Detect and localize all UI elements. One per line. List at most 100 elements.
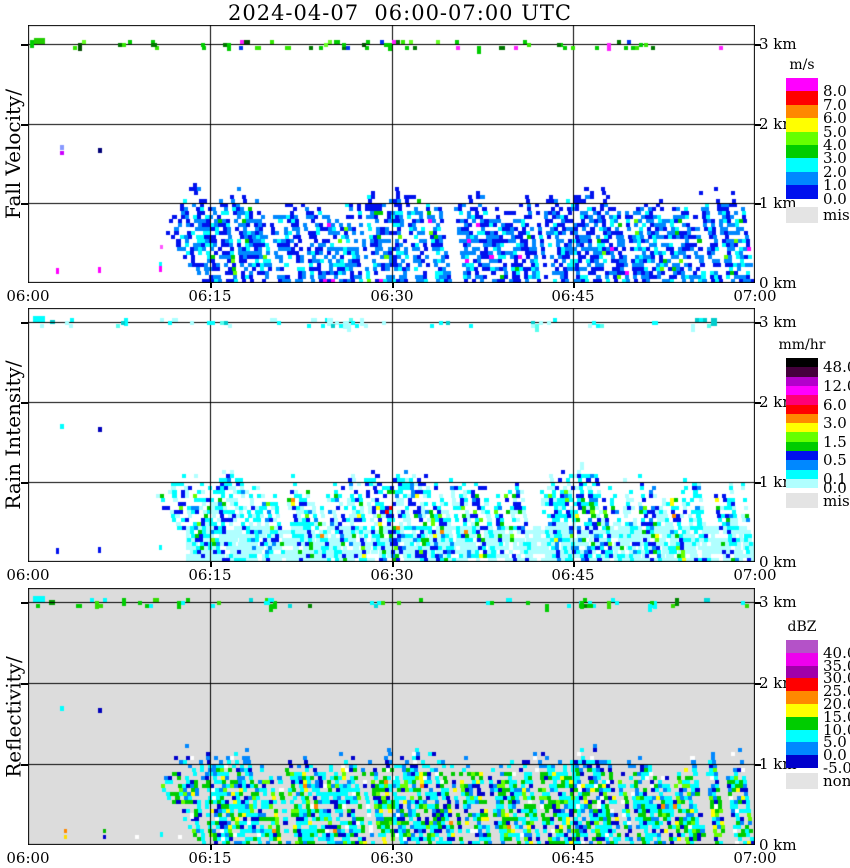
axis-tick [755,683,761,685]
axis-tick [755,124,761,126]
legend-value-label: 6.0 [823,396,847,414]
legend-value-label: 1.0 [823,176,847,194]
km-label: 0 km [759,836,797,854]
legend-color-swatch [786,666,818,678]
legend-value-label: 4.0 [823,136,847,154]
legend-color-swatch [786,479,818,488]
x-tick-label: 06:00 [6,566,50,584]
axis-tick [392,562,394,567]
axis-tick [210,562,212,567]
axis-tick [755,482,761,484]
legend-color-swatch [786,185,818,199]
x-tick-label: 06:15 [188,849,232,867]
legend-value-label: 0.0 [823,479,847,497]
legend-color-swatch [786,460,818,470]
legend-color-swatch [786,442,818,451]
x-tick-label: 07:00 [733,287,777,305]
legend-color-swatch [786,405,818,414]
x-tick-label: 06:30 [370,566,414,584]
axis-tick [573,845,575,850]
legend-value-label: 5.0 [823,123,847,141]
axis-tick [573,283,575,288]
legend-missing-label: miss [823,206,850,224]
legend-value-label: 12.0 [823,377,850,395]
y-axis-label-fall-velocity: Fall Velocity/ [1,88,25,220]
axis-tick [210,283,212,288]
legend-value-label: 3.0 [823,149,847,167]
axis-tick [755,322,761,324]
legend-value-label: 3.0 [823,414,847,432]
legend-color-swatch [786,742,818,755]
legend-value-label: 0.1 [823,470,847,488]
x-tick-label: 06:45 [551,849,595,867]
axis-tick [755,44,761,46]
legend-value-label: 35.0 [823,657,850,675]
legend-color-swatch [786,414,818,423]
legend-color-swatch [786,395,818,405]
km-label: 0 km [759,274,797,292]
legend-value-label: 20.0 [823,695,850,713]
legend-color-swatch [786,678,818,691]
axis-tick [755,602,761,604]
x-tick-label: 06:00 [6,849,50,867]
km-label: 0 km [759,553,797,571]
axis-tick [573,562,575,567]
legend-value-label: 0.5 [823,451,847,469]
legend-value-label: 7.0 [823,96,847,114]
axis-tick [21,402,28,404]
km-label: 3 km [759,593,797,611]
legend-value-label: 15.0 [823,708,850,726]
legend-color-swatch [786,755,818,768]
fall-velocity-heatmap [28,25,755,283]
legend-color-swatch [786,704,818,717]
axis-tick [755,402,761,404]
x-tick-label: 06:30 [370,287,414,305]
legend-color-swatch [786,78,818,91]
legend-color-swatch [786,91,818,105]
legend-color-swatch [786,717,818,730]
legend-missing-swatch [786,493,818,508]
legend-color-swatch [786,172,818,185]
legend-color-swatch [786,358,818,367]
legend-title: mm/hr [778,337,826,353]
axis-tick [755,764,761,766]
legend-missing-label: miss [823,492,850,510]
legend-color-swatch [786,158,818,172]
reflectivity-heatmap [28,588,755,845]
legend-color-swatch [786,105,818,118]
y-axis-label-rain-intensity: Rain Intensity/ [1,360,25,510]
chart-title: 2024-04-07 06:00-07:00 UTC [227,1,572,25]
legend-color-swatch [786,470,818,479]
legend-color-swatch [786,118,818,132]
x-tick-label: 06:00 [6,287,50,305]
x-tick-label: 07:00 [733,849,777,867]
legend-value-label: 40.0 [823,644,850,662]
x-tick-label: 06:15 [188,287,232,305]
rain-intensity-heatmap [28,308,755,562]
axis-tick [392,845,394,850]
x-tick-label: 06:45 [551,566,595,584]
axis-tick [755,203,761,205]
legend-missing-swatch [786,207,818,223]
km-label: 3 km [759,35,797,53]
axis-tick [21,683,28,685]
legend-value-label: -5.0 [823,759,850,777]
legend-value-label: 5.0 [823,733,847,751]
legend-missing-swatch [786,773,818,789]
legend-value-label: 8.0 [823,82,847,100]
legend-title: m/s [789,57,815,73]
legend-value-label: 0.0 [823,746,847,764]
legend-color-swatch [786,451,818,460]
axis-tick [21,764,28,766]
axis-tick [210,845,212,850]
legend-value-label: 2.0 [823,163,847,181]
legend-color-swatch [786,653,818,666]
x-tick-label: 06:30 [370,849,414,867]
legend-title: dBZ [787,619,817,635]
axis-tick [21,44,28,46]
axis-tick [21,482,28,484]
legend-color-swatch [786,145,818,158]
axis-tick [21,124,28,126]
legend-value-label: 30.0 [823,669,850,687]
